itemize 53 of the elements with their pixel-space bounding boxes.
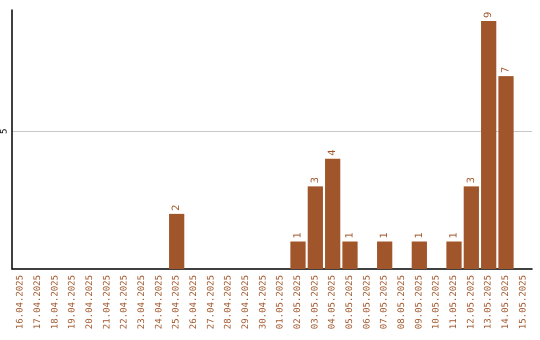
x-tick-label: 10.05.2025 [432,275,442,330]
x-tick-label: 29.04.2025 [241,275,251,330]
bar [325,158,340,269]
bar [464,186,479,269]
data-label: 1 [292,232,304,238]
x-tick-label: 28.04.2025 [224,275,234,330]
x-tick-label: 01.05.2025 [276,275,286,330]
bar [308,186,323,269]
x-tick-label: 05.05.2025 [345,275,355,330]
bar [446,241,462,269]
x-tick-label: 11.05.2025 [449,275,459,330]
bar [412,241,427,269]
x-tick-label: 02.05.2025 [293,275,303,330]
x-tick-label: 17.04.2025 [33,275,43,330]
bar [169,214,184,269]
data-label: 1 [379,232,390,238]
x-tick-label: 04.05.2025 [328,275,338,330]
x-tick-label: 15.05.2025 [518,275,528,330]
x-tick-label: 16.04.2025 [16,275,26,330]
x-tick-label: 19.04.2025 [68,275,78,330]
x-tick-label: 13.05.2025 [484,275,494,330]
x-tick-label: 27.04.2025 [206,275,216,330]
x-tick-label: 26.04.2025 [189,275,199,330]
bar [498,76,514,269]
data-label: 1 [414,232,425,238]
bar [342,241,358,269]
data-label: 3 [466,176,477,184]
data-label: 7 [500,66,512,74]
data-label: 1 [448,232,460,238]
x-tick-label: 25.04.2025 [172,275,182,330]
x-tick-label: 22.04.2025 [120,275,130,330]
x-tick-label: 06.05.2025 [362,275,372,330]
data-label: 1 [344,232,356,238]
data-label: 9 [483,12,494,18]
x-tick-label: 09.05.2025 [414,275,424,330]
x-tick-label: 14.05.2025 [501,275,511,330]
x-tick-label: 07.05.2025 [380,275,390,330]
x-tick-label: 08.05.2025 [397,275,407,330]
x-tick-label: 21.04.2025 [102,275,112,330]
data-label: 3 [310,176,321,184]
x-tick-label: 03.05.2025 [310,275,320,330]
x-tick-label: 12.05.2025 [466,275,476,330]
x-tick-label: 30.04.2025 [258,275,268,330]
data-label: 4 [327,149,338,156]
bar [290,241,306,269]
x-tick-label: 20.04.2025 [85,275,95,330]
bar [377,241,392,269]
x-tick-label: 24.04.2025 [154,275,164,330]
x-tick-label: 23.04.2025 [137,275,147,330]
x-tick-label: 18.04.2025 [50,275,60,330]
y-tick-label: 5 [0,128,10,134]
data-label: 2 [171,204,182,211]
bar [481,21,496,269]
